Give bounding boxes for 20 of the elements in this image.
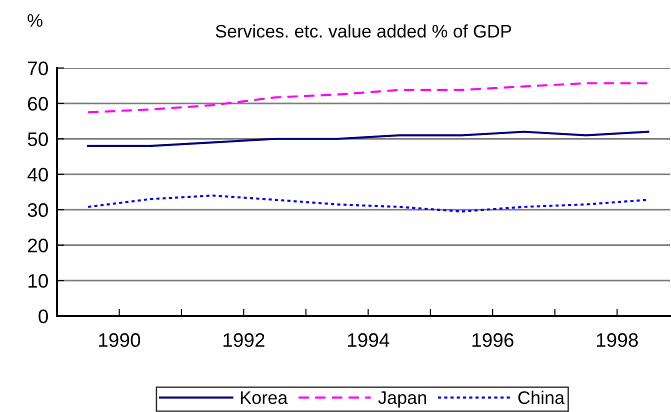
x-tick-label: 1996 bbox=[472, 333, 514, 347]
x-tick-label: 1998 bbox=[596, 333, 638, 347]
x-tick-label: 1994 bbox=[348, 333, 390, 347]
legend-label: Korea bbox=[240, 391, 288, 404]
y-tick-label: 30 bbox=[28, 203, 48, 217]
y-tick-label: 10 bbox=[28, 274, 48, 288]
y-tick-label: 70 bbox=[28, 61, 48, 76]
chart-title: Services. etc. value added % of GDP bbox=[216, 24, 512, 38]
y-axis-title: % bbox=[28, 14, 42, 27]
legend-label: Japan bbox=[378, 391, 426, 408]
x-tick-label: 1990 bbox=[99, 333, 140, 347]
y-tick-label: 50 bbox=[28, 132, 48, 146]
y-tick-label: 20 bbox=[28, 238, 48, 252]
y-tick-label: 60 bbox=[28, 96, 48, 111]
y-tick-label: 40 bbox=[27, 168, 48, 182]
x-tick-label: 1992 bbox=[224, 333, 264, 347]
legend-label: China bbox=[518, 390, 565, 404]
line-series bbox=[87, 130, 650, 147]
y-tick-label: 0 bbox=[38, 309, 48, 324]
line-series bbox=[87, 82, 650, 114]
